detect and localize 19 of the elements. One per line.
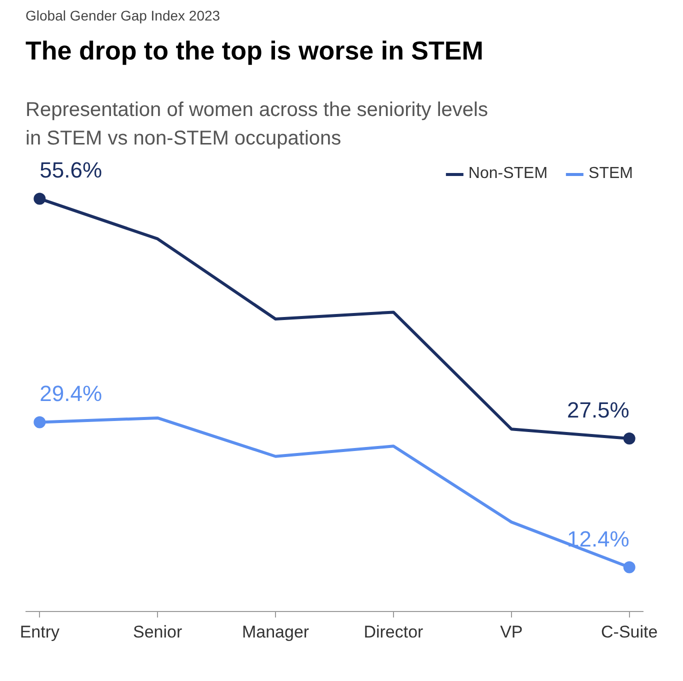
x-tick-label: Manager — [242, 622, 310, 642]
point — [34, 192, 46, 205]
x-tick-label: Director — [364, 622, 424, 642]
x-tick-label: VP — [500, 622, 523, 642]
data-label: 55.6% — [40, 158, 102, 183]
point — [623, 432, 636, 444]
data-label: 29.4% — [40, 381, 102, 406]
legend-label: Non-STEM — [468, 165, 548, 183]
point — [34, 416, 46, 428]
x-tick-label: Entry — [20, 622, 60, 642]
data-label: 27.5% — [566, 397, 630, 422]
x-tick-label: Senior — [133, 622, 182, 642]
point — [623, 561, 636, 574]
x-tick-label: C-Suite — [601, 622, 658, 642]
chart-subtitle: Representation of women across the seniority levels in STEM vs non-STEM occupations — [26, 98, 488, 150]
text: Global Gender Gap Index 2023 — [26, 8, 220, 24]
data-label: 12.4% — [566, 526, 630, 552]
legend-label: STEM — [588, 165, 633, 183]
chart-title: The drop to the top is worse in STEM — [26, 36, 484, 66]
